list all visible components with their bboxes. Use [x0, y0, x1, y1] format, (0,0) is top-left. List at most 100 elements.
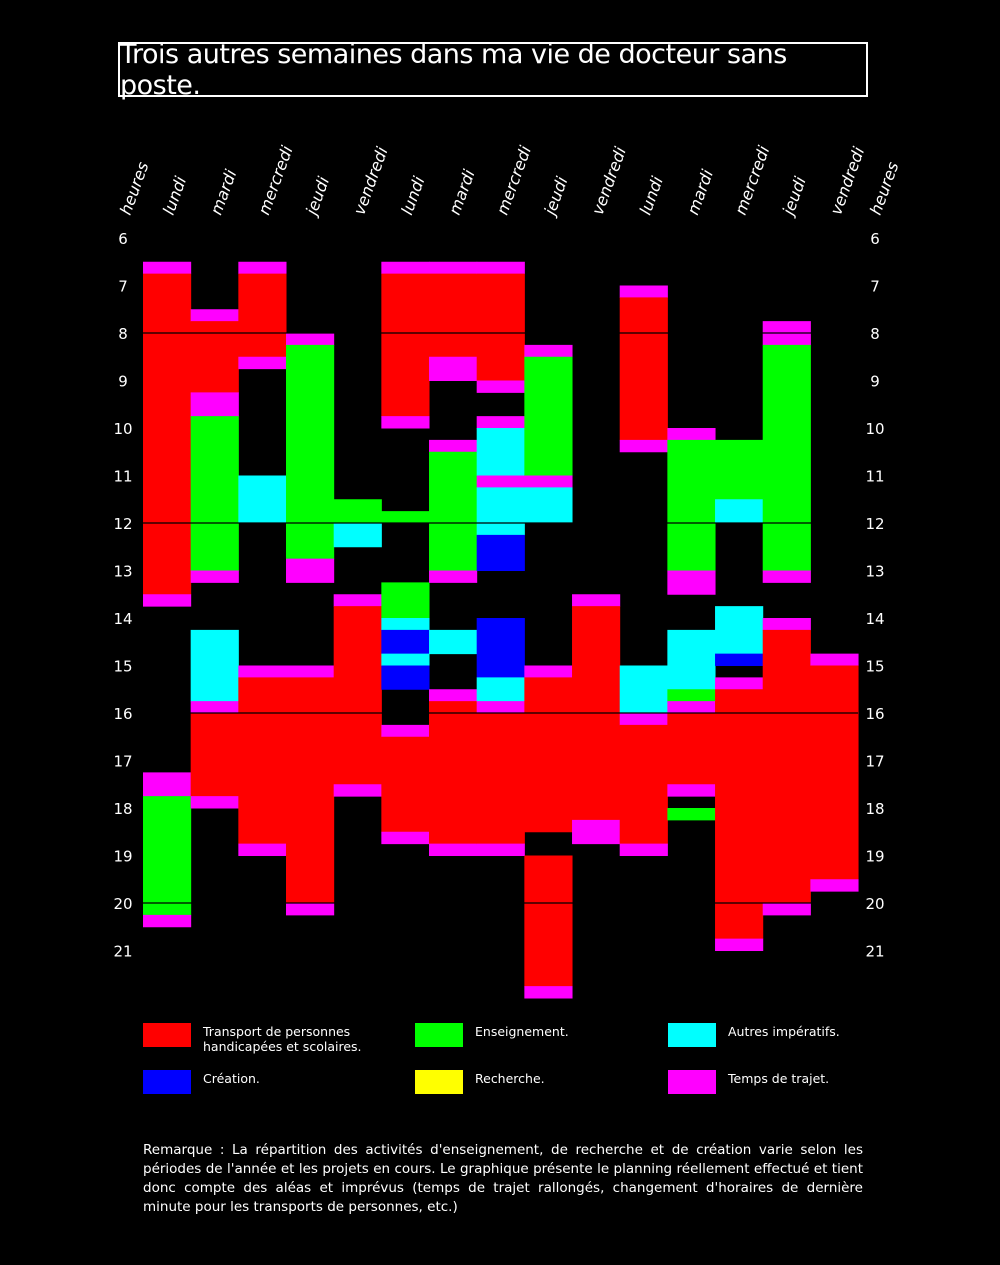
left-hour-label: 12	[113, 515, 132, 533]
block-transport	[381, 736, 430, 833]
block-creation	[476, 618, 525, 678]
legend-label: Temps de trajet.	[728, 1071, 830, 1086]
block-trajet	[381, 261, 430, 275]
block-enseignement	[381, 511, 430, 524]
block-trajet	[286, 333, 335, 346]
block-enseignement	[190, 416, 239, 572]
legend-swatch	[668, 1023, 716, 1047]
remark-note: Remarque : La répartition des activités …	[143, 1142, 863, 1215]
right-hour-label: 16	[865, 705, 884, 723]
left-hour-label: 21	[113, 943, 132, 961]
legend-label: Création.	[203, 1071, 260, 1086]
block-enseignement	[286, 344, 335, 560]
block-transport	[476, 713, 525, 845]
legend-item-autres: Autres impératifs.	[668, 1023, 840, 1047]
legend-item-creation: Création.	[143, 1070, 260, 1094]
legend-swatch	[143, 1070, 191, 1094]
legend-item-transport: Transport de personnes handicapées et sc…	[143, 1023, 362, 1054]
block-trajet	[286, 665, 335, 678]
legend-label: Enseignement.	[475, 1024, 569, 1039]
right-hour-label: 14	[865, 610, 884, 628]
day-label-lundi: lundi	[159, 173, 190, 217]
right-hour-label: 11	[865, 468, 884, 486]
left-hour-label: 8	[118, 325, 128, 343]
block-trajet	[619, 713, 668, 726]
block-trajet	[143, 594, 192, 607]
block-autres	[715, 606, 764, 655]
left-hour-label: 17	[113, 753, 132, 771]
day-label-mercredi: mercredi	[731, 143, 774, 218]
block-transport	[333, 606, 382, 785]
block-trajet	[381, 831, 430, 845]
block-creation	[476, 534, 525, 572]
block-transport	[524, 855, 573, 987]
block-transport	[762, 629, 811, 904]
activity-blocks	[143, 261, 859, 999]
block-trajet	[429, 843, 478, 857]
left-hour-label: 15	[113, 658, 132, 676]
block-trajet	[143, 772, 192, 797]
block-enseignement	[143, 796, 192, 916]
block-trajet	[429, 689, 478, 702]
block-trajet	[238, 356, 287, 370]
right-hour-label: 13	[865, 563, 884, 581]
block-trajet	[238, 665, 287, 678]
block-autres	[476, 428, 525, 476]
block-creation	[715, 653, 764, 667]
block-transport	[238, 677, 287, 845]
hours-axis-title-left: heures	[116, 159, 153, 217]
block-trajet	[715, 938, 764, 952]
day-labels: heures lundi mardi mercredi jeudi vendredi lun…	[116, 143, 903, 219]
day-label-mardi: mardi	[445, 167, 479, 218]
block-trajet	[667, 570, 716, 595]
block-trajet	[286, 558, 335, 583]
schedule-chart: 6 6 7 7 8 8 9 9 10 10 11 11 12 12 13 13 14 14 15 15 16 16 17 17…	[113, 143, 903, 999]
day-label-lundi: lundi	[636, 173, 667, 217]
day-label-mercredi: mercredi	[493, 143, 536, 218]
day-label-mercredi: mercredi	[254, 143, 297, 218]
block-trajet	[143, 914, 192, 928]
block-transport	[667, 713, 716, 785]
block-enseignement	[762, 344, 811, 572]
left-hour-label: 7	[118, 278, 128, 296]
day-label-jeudi: jeudi	[540, 174, 572, 220]
block-trajet	[524, 665, 573, 678]
block-autres	[381, 618, 430, 631]
block-enseignement	[667, 808, 716, 821]
block-trajet	[810, 653, 859, 667]
block-autres	[667, 629, 716, 690]
block-trajet	[667, 428, 716, 441]
right-hour-label: 17	[865, 753, 884, 771]
block-trajet	[476, 475, 525, 488]
block-trajet	[381, 416, 430, 429]
legend-label: Transport de personnes handicapées et sc…	[203, 1024, 362, 1054]
block-autres	[429, 629, 478, 655]
hours-axis-title-right: heures	[866, 159, 903, 217]
hour-tick-labels: 6 6 7 7 8 8 9 9 10 10 11 11 12 12 13 13 14 14 15 15 16 16 17 17…	[113, 230, 884, 961]
left-hour-label: 9	[118, 373, 128, 391]
block-trajet	[762, 903, 811, 916]
block-trajet	[190, 701, 239, 714]
block-trajet	[190, 570, 239, 583]
block-creation	[381, 665, 430, 690]
block-trajet	[333, 594, 382, 607]
block-trajet	[190, 309, 239, 322]
legend-swatch	[143, 1023, 191, 1047]
block-transport	[619, 724, 668, 845]
block-transport	[429, 701, 478, 845]
block-trajet	[429, 439, 478, 453]
legend-item-enseignement: Enseignement.	[415, 1023, 569, 1047]
right-hour-label: 8	[870, 325, 880, 343]
block-trajet	[667, 784, 716, 797]
block-trajet	[381, 724, 430, 738]
block-trajet	[429, 570, 478, 583]
legend-swatch	[415, 1070, 463, 1094]
block-trajet	[524, 986, 573, 999]
block-enseignement	[667, 439, 716, 572]
left-hour-label: 20	[113, 895, 132, 913]
block-trajet	[619, 843, 668, 857]
block-transport	[190, 713, 239, 797]
legend-item-trajet: Temps de trajet.	[668, 1070, 829, 1094]
right-hour-label: 7	[870, 278, 880, 296]
block-trajet	[619, 285, 668, 298]
